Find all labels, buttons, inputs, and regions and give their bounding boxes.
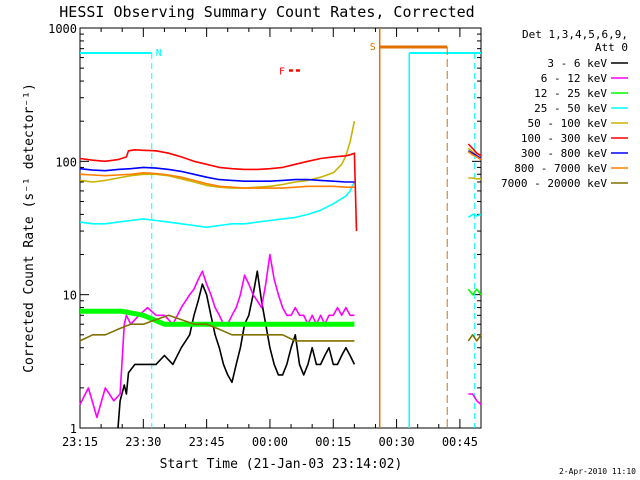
legend-entry: 800 - 7000 keV: [514, 162, 607, 175]
y-tick-label: 1: [70, 422, 77, 436]
series-line-3-6-kev: [117, 270, 356, 429]
y-axis-label: Corrected Count Rate (s⁻¹ detector⁻¹): [22, 83, 37, 373]
x-axis-label: Start Time (21-Jan-03 23:14:02): [160, 457, 403, 472]
legend-header: Att 0: [595, 41, 628, 54]
series-line-7000-20000-kev: [79, 314, 355, 342]
x-tick-label: 23:45: [189, 435, 225, 449]
series-line-late: [467, 150, 482, 160]
legend-entry: 12 - 25 keV: [534, 87, 607, 100]
series-line-12-25-kev: [80, 308, 355, 327]
legend: Det 1,3,4,5,6,9,Att 0 3 - 6 keV 6 - 12 keV…: [501, 28, 628, 190]
series-line-late: [468, 177, 481, 180]
series-lines: [79, 121, 482, 429]
flare-label: F: [279, 67, 285, 78]
plot-timestamp: 2-Apr-2010 11:10: [559, 467, 636, 476]
series-line-50-100-kev: [79, 121, 356, 189]
x-tick-label: 00:15: [315, 435, 351, 449]
x-tick-label: 23:30: [125, 435, 161, 449]
night-label: N: [156, 48, 162, 59]
series-line-6-12-kev: [79, 253, 355, 419]
legend-header: Det 1,3,4,5,6,9,: [522, 28, 628, 41]
series-line-late: [467, 288, 482, 296]
chart-title: HESSI Observing Summary Count Rates, Cor…: [59, 3, 474, 21]
y-tick-label: 100: [55, 155, 77, 169]
series-line-late: [467, 334, 482, 342]
x-tick-label: 00:30: [379, 435, 415, 449]
axis-ticks: 23:15 23:30 23:45 00:00 00:15 00:30 00:45 1 10 10…: [48, 22, 482, 449]
legend-entry: 3 - 6 keV: [547, 57, 607, 70]
x-tick-label: 00:45: [442, 435, 478, 449]
series-line-late: [467, 143, 482, 157]
series-line-100-300-kev: [79, 149, 358, 232]
y-tick-label: 1000: [48, 22, 77, 36]
series-line-300-800-kev: [79, 166, 355, 183]
saa-label: S: [370, 42, 376, 53]
legend-entry: 25 - 50 keV: [534, 102, 607, 115]
legend-entry: 100 - 300 keV: [521, 132, 607, 145]
legend-entry: 300 - 800 keV: [521, 147, 607, 160]
legend-entry: 7000 - 20000 keV: [501, 177, 607, 190]
series-line-late: [467, 151, 482, 161]
series-line-late: [468, 393, 482, 406]
legend-entry: 50 - 100 keV: [528, 117, 608, 130]
y-tick-label: 10: [63, 289, 77, 303]
series-line-25-50-kev: [79, 181, 356, 229]
x-tick-label: 00:00: [252, 435, 288, 449]
x-tick-label: 23:15: [62, 435, 98, 449]
series-line-800-7000-kev: [79, 172, 355, 189]
legend-entry: 6 - 12 keV: [541, 72, 608, 85]
series-line-late: [467, 213, 482, 219]
plot-frame: [79, 27, 482, 429]
observing-flags: N S F: [80, 28, 481, 428]
